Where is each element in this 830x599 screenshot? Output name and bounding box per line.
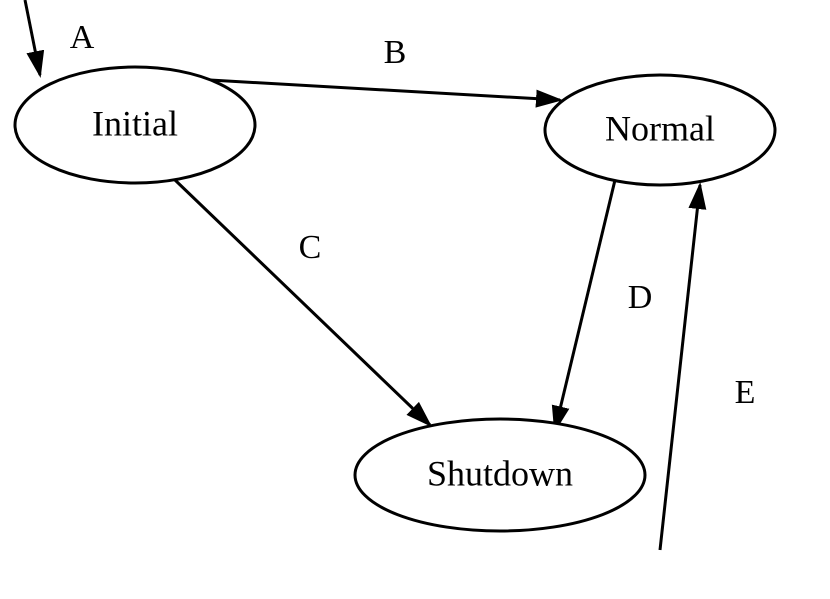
- node-label-shutdown: Shutdown: [427, 453, 573, 493]
- edge-C: [175, 180, 430, 425]
- node-label-initial: Initial: [92, 103, 178, 143]
- edge-E: [660, 185, 700, 550]
- edge-label-B: B: [384, 34, 407, 71]
- edge-label-A: A: [70, 19, 95, 56]
- edge-D: [555, 180, 615, 430]
- nodes-layer: Initial Normal Shutdown: [15, 67, 775, 531]
- edge-label-D: D: [628, 279, 653, 316]
- edge-B: [210, 80, 560, 100]
- edge-label-C: C: [299, 229, 322, 266]
- node-label-normal: Normal: [605, 108, 715, 148]
- edge-label-E: E: [735, 374, 756, 411]
- edge-A: [25, 0, 40, 75]
